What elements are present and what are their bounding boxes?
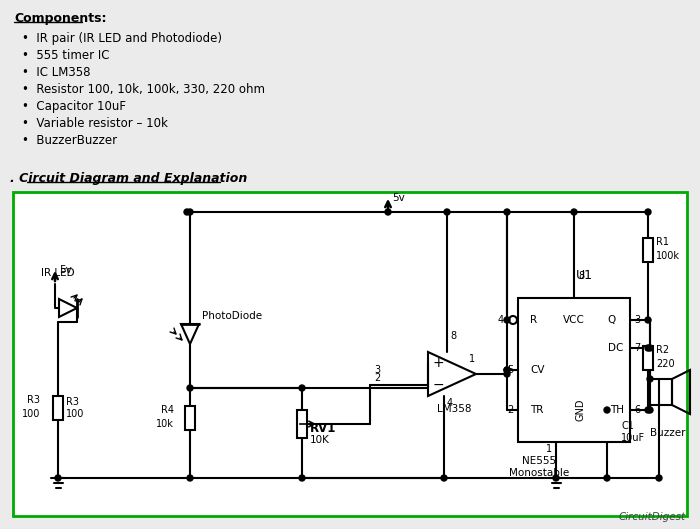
Text: R2: R2: [656, 345, 669, 355]
Bar: [518, 298, 630, 442]
Circle shape: [504, 367, 510, 373]
Text: 1: 1: [546, 444, 552, 454]
Text: NE555: NE555: [522, 456, 556, 466]
Text: 100: 100: [22, 409, 40, 419]
Circle shape: [187, 209, 193, 215]
Circle shape: [441, 475, 447, 481]
Text: 7: 7: [634, 343, 640, 353]
Text: 5v: 5v: [59, 265, 71, 275]
Circle shape: [504, 371, 510, 377]
Text: R3: R3: [27, 395, 40, 405]
Circle shape: [299, 475, 305, 481]
Text: Buzzer: Buzzer: [650, 428, 686, 438]
Text: 5v: 5v: [392, 193, 405, 203]
Bar: [297, 410, 307, 438]
Text: R1: R1: [656, 237, 669, 247]
Circle shape: [299, 385, 305, 391]
Text: 4: 4: [498, 315, 504, 325]
Circle shape: [184, 209, 190, 215]
Circle shape: [504, 209, 510, 215]
Text: 6: 6: [634, 405, 640, 415]
Text: 8: 8: [450, 331, 456, 341]
Text: CircuitDigest: CircuitDigest: [619, 512, 686, 522]
Text: 220: 220: [656, 359, 675, 369]
Bar: [13, 192, 687, 516]
Text: 3: 3: [374, 365, 380, 375]
Text: Monostable: Monostable: [509, 468, 569, 478]
Text: 8: 8: [578, 271, 584, 281]
Text: R4: R4: [161, 405, 174, 415]
Circle shape: [604, 407, 610, 413]
Circle shape: [444, 209, 450, 215]
Text: •  Variable resistor – 10k: • Variable resistor – 10k: [22, 117, 168, 130]
Text: RV1: RV1: [310, 422, 337, 434]
Text: •  555 timer IC: • 555 timer IC: [22, 49, 109, 62]
Text: 100: 100: [66, 409, 85, 419]
Text: •  Capacitor 10uF: • Capacitor 10uF: [22, 100, 126, 113]
Text: 100k: 100k: [656, 251, 680, 261]
Text: C1: C1: [621, 421, 634, 431]
Text: •  BuzzerBuzzer: • BuzzerBuzzer: [22, 134, 117, 147]
Circle shape: [647, 376, 653, 382]
Text: •  IC LM358: • IC LM358: [22, 66, 90, 79]
Text: LM358: LM358: [437, 404, 471, 414]
Text: . Circuit Diagram and Explanation: . Circuit Diagram and Explanation: [10, 172, 247, 185]
Text: 10k: 10k: [156, 419, 174, 429]
Text: −: −: [432, 378, 444, 392]
Text: •  IR pair (IR LED and Photodiode): • IR pair (IR LED and Photodiode): [22, 32, 222, 45]
Text: 4: 4: [447, 398, 453, 408]
Circle shape: [55, 475, 61, 481]
Text: DC: DC: [608, 343, 624, 353]
Circle shape: [187, 475, 193, 481]
Circle shape: [553, 475, 559, 481]
Text: U1: U1: [575, 269, 592, 282]
Circle shape: [571, 209, 577, 215]
Circle shape: [647, 345, 653, 351]
Circle shape: [656, 475, 662, 481]
Circle shape: [647, 407, 653, 413]
Text: TH: TH: [610, 405, 624, 415]
Text: IR LED: IR LED: [41, 268, 75, 278]
Text: Components:: Components:: [14, 12, 106, 25]
Circle shape: [504, 317, 510, 323]
Text: 2: 2: [374, 373, 380, 383]
Text: GND: GND: [576, 399, 586, 421]
Text: TR: TR: [530, 405, 543, 415]
Text: 10uF: 10uF: [621, 433, 645, 443]
Bar: [643, 238, 653, 262]
Circle shape: [645, 345, 651, 351]
Circle shape: [645, 317, 651, 323]
Text: R3: R3: [66, 397, 79, 407]
Text: PhotoDiode: PhotoDiode: [202, 311, 262, 321]
Bar: [185, 406, 195, 430]
Circle shape: [187, 385, 193, 391]
Text: •  Resistor 100, 10k, 100k, 330, 220 ohm: • Resistor 100, 10k, 100k, 330, 220 ohm: [22, 83, 265, 96]
Circle shape: [645, 407, 651, 413]
Circle shape: [604, 475, 610, 481]
Bar: [53, 396, 63, 420]
Bar: [659, 379, 672, 405]
Text: R: R: [530, 315, 537, 325]
Text: CV: CV: [530, 365, 545, 375]
Text: 3: 3: [634, 315, 640, 325]
Text: VCC: VCC: [563, 315, 585, 325]
Circle shape: [385, 209, 391, 215]
Text: 2: 2: [507, 405, 513, 415]
Text: +: +: [432, 356, 444, 370]
Circle shape: [504, 367, 510, 373]
Circle shape: [645, 209, 651, 215]
Text: 1: 1: [469, 354, 475, 364]
Text: Q: Q: [608, 315, 616, 325]
Text: 5: 5: [507, 365, 513, 375]
Text: 10K: 10K: [310, 435, 330, 445]
Bar: [643, 346, 653, 370]
